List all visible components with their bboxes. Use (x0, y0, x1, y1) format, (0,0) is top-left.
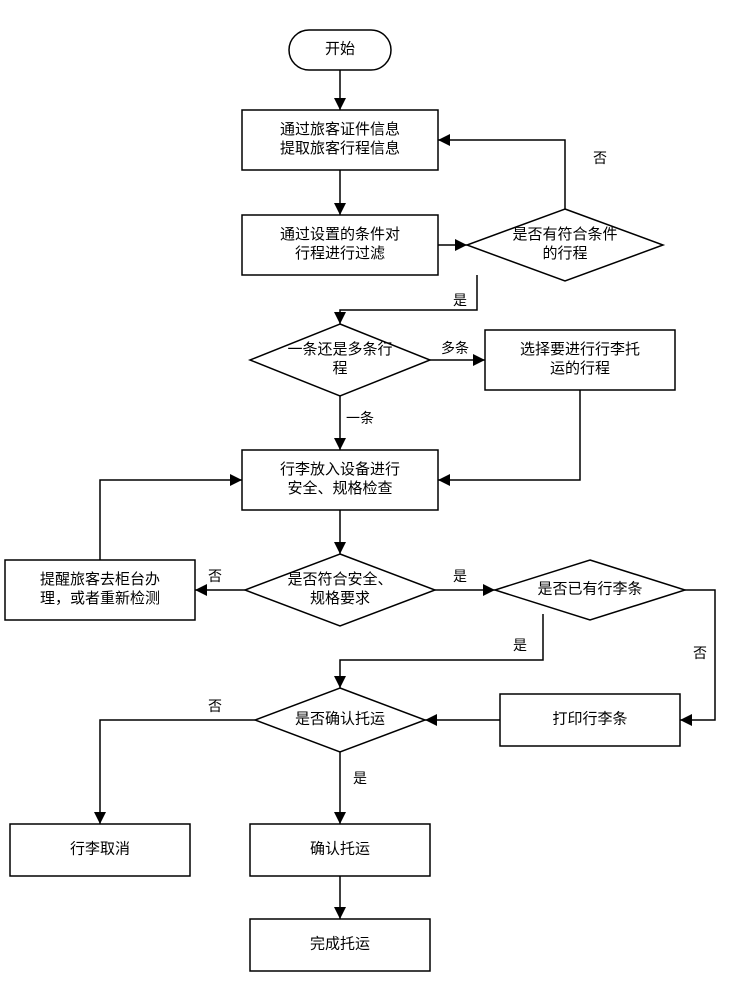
node-n8-text: 确认托运 (310, 840, 370, 857)
node-n8: 确认托运 (250, 824, 430, 876)
node-d3-text: 是否符合安全、 (287, 570, 392, 588)
node-n2-text: 行程进行过滤 (295, 245, 385, 262)
node-start: 开始 (289, 30, 391, 70)
node-n1-text: 通过旅客证件信息 (280, 121, 400, 138)
edge-label-16: 是 (353, 772, 367, 787)
node-n4-text: 安全、规格检查 (287, 479, 392, 497)
node-d1-text: 是否有符合条件 (512, 226, 617, 243)
node-n5-text: 提醒旅客去柜台办 (40, 571, 160, 588)
node-d3: 是否符合安全、规格要求 (245, 554, 435, 626)
edge-label-4: 是 (453, 294, 467, 309)
edge-label-15: 否 (208, 700, 222, 715)
edge-10 (100, 480, 242, 560)
node-d2: 一条还是多条行程 (250, 324, 430, 396)
edge-15 (100, 720, 255, 824)
node-n3-text: 选择要进行行李托 (520, 341, 640, 358)
edge-label-13: 否 (693, 647, 707, 662)
edge-label-5: 多条 (441, 340, 469, 357)
node-n7: 行李取消 (10, 824, 190, 876)
node-n4-text: 行李放入设备进行 (280, 461, 400, 478)
flowchart-canvas: 开始通过旅客证件信息提取旅客行程信息通过设置的条件对行程进行过滤是否有符合条件的… (0, 0, 743, 1000)
edge-label-11: 是 (453, 570, 467, 585)
node-d4: 是否已有行李条 (495, 560, 685, 620)
node-n9-text: 完成托运 (310, 935, 370, 952)
node-d5: 是否确认托运 (255, 688, 425, 752)
node-d3-text: 规格要求 (310, 590, 370, 607)
edge-label-3: 否 (593, 152, 607, 167)
node-n9: 完成托运 (250, 919, 430, 971)
node-d1-text: 的行程 (542, 245, 587, 262)
node-n6-text: 打印行李条 (552, 710, 627, 727)
node-d4-text: 是否已有行李条 (537, 580, 642, 597)
node-n4: 行李放入设备进行安全、规格检查 (242, 450, 438, 510)
edge-3 (438, 140, 565, 209)
node-start-text: 开始 (325, 40, 355, 57)
edge-label-9: 否 (208, 570, 222, 585)
node-n1: 通过旅客证件信息提取旅客行程信息 (242, 110, 438, 170)
node-n2: 通过设置的条件对行程进行过滤 (242, 215, 438, 275)
node-d2-text: 程 (332, 360, 347, 377)
node-n5-text: 理，或者重新检测 (40, 590, 160, 607)
node-n2-text: 通过设置的条件对 (280, 226, 400, 243)
node-n3: 选择要进行行李托运的行程 (485, 330, 675, 390)
node-n6: 打印行李条 (500, 694, 680, 746)
node-n7-text: 行李取消 (70, 840, 130, 857)
edge-7 (438, 390, 580, 480)
node-d2-text: 一条还是多条行 (287, 341, 392, 358)
node-n1-text: 提取旅客行程信息 (280, 140, 400, 157)
edge-label-12: 是 (513, 639, 527, 654)
node-d1: 是否有符合条件的行程 (467, 209, 663, 281)
node-n3-text: 运的行程 (550, 360, 610, 377)
edge-label-6: 一条 (346, 410, 374, 427)
node-d5-text: 是否确认托运 (295, 710, 385, 727)
node-n5: 提醒旅客去柜台办理，或者重新检测 (5, 560, 195, 620)
